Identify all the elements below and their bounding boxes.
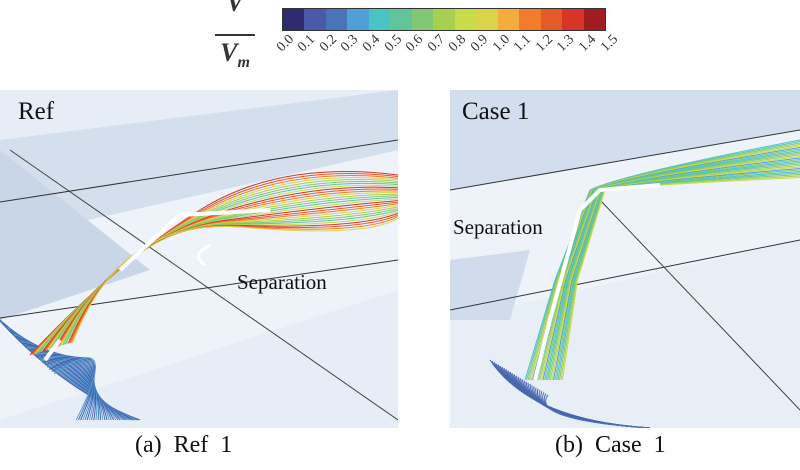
colorbar-tick-label: 0.3: [338, 32, 362, 55]
colorbar-swatch: [583, 9, 606, 30]
colorbar-swatch: [283, 9, 305, 30]
panel-case1: Case 1 Separation: [450, 90, 800, 428]
streamline-render-ref: [0, 90, 398, 428]
streamline: [72, 217, 398, 343]
colorbar-label-denominator: Vm: [205, 38, 265, 72]
streamline: [49, 357, 95, 421]
colorbar-swatch: [368, 9, 391, 30]
streamline: [38, 354, 96, 421]
denominator-subscript: m: [237, 54, 250, 72]
streamline-render-case1: [450, 90, 800, 428]
streamline: [51, 357, 96, 421]
streamline: [42, 356, 95, 421]
colorbar-label: V Vm: [205, 0, 265, 72]
colorbar-tick-label: 0.6: [403, 32, 427, 55]
colorbar-tick-label: 0.1: [295, 32, 319, 55]
colorbar-swatch: [433, 9, 455, 30]
colorbar-swatch: [325, 9, 348, 30]
colorbar-swatch: [540, 9, 563, 30]
colorbar-swatch: [390, 9, 412, 30]
panel-ref: Ref Separation: [0, 90, 398, 428]
separation-annotation: Separation: [453, 215, 543, 239]
colorbar-tick-label: 0.8: [446, 32, 470, 55]
panel-label: Ref: [18, 98, 55, 125]
panel-label: Case 1: [462, 98, 530, 125]
streamline: [29, 349, 101, 421]
separation-annotation: Separation: [237, 270, 327, 294]
streamline: [44, 356, 95, 421]
caption-case1: (b) Case 1: [555, 432, 666, 458]
colorbar-tick-label: 1.5: [597, 32, 621, 55]
streamline: [545, 394, 651, 428]
colorbar-tick-label: 0.9: [468, 32, 492, 55]
colorbar-swatch: [562, 9, 584, 30]
streamline: [46, 357, 95, 421]
colorbar-tick-label: 1.3: [554, 32, 578, 55]
denominator-v: V: [220, 38, 238, 67]
colorbar-swatch: [476, 9, 498, 30]
colorbar-swatch: [347, 9, 369, 30]
fraction-bar: [215, 34, 255, 36]
colorbar: [282, 8, 606, 31]
colorbar-label-numerator: V: [226, 0, 244, 17]
colorbar-swatch: [497, 9, 520, 30]
caption-ref: (a) Ref 1: [135, 432, 233, 458]
colorbar-tick-label: 1.4: [576, 32, 600, 55]
colorbar-tick-label: 0.4: [360, 32, 384, 55]
streamline: [20, 340, 110, 421]
streamline: [53, 357, 96, 421]
streamline: [31, 351, 99, 421]
colorbar-swatch: [519, 9, 541, 30]
colorbar-swatch: [454, 9, 477, 30]
colorbar-tick-label: 1.1: [511, 32, 535, 55]
colorbar-swatch: [304, 9, 326, 30]
streamline: [40, 355, 95, 421]
colorbar-swatch: [411, 9, 434, 30]
